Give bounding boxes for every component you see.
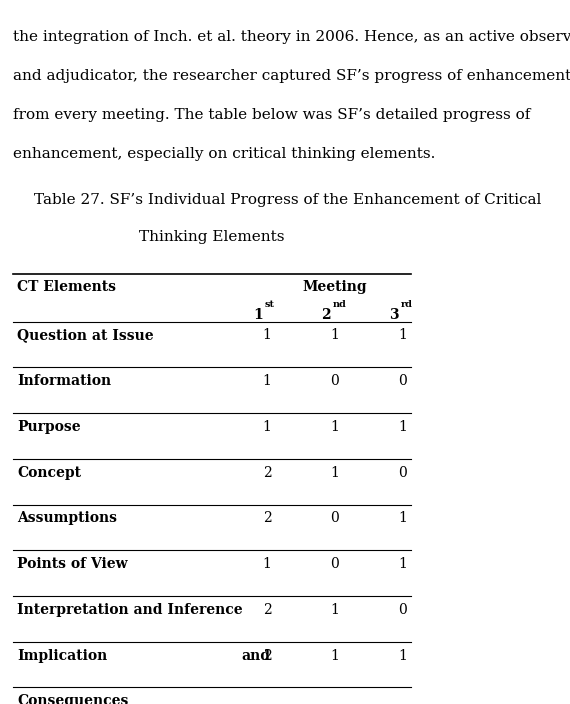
Text: 0: 0 <box>398 465 407 479</box>
Text: 0: 0 <box>398 375 407 388</box>
Text: 2: 2 <box>263 465 271 479</box>
Text: st: st <box>265 300 275 309</box>
Text: 0: 0 <box>331 511 339 525</box>
Text: 1: 1 <box>398 557 407 571</box>
Text: 3: 3 <box>389 308 398 322</box>
Text: 1: 1 <box>263 375 271 388</box>
Text: 2: 2 <box>321 308 331 322</box>
Text: 1: 1 <box>263 420 271 434</box>
Text: Concept: Concept <box>17 465 81 479</box>
Text: Points of View: Points of View <box>17 557 128 571</box>
Text: nd: nd <box>333 300 347 309</box>
Text: 1: 1 <box>398 420 407 434</box>
Text: Implication: Implication <box>17 648 107 662</box>
Text: from every meeting. The table below was SF’s detailed progress of: from every meeting. The table below was … <box>13 108 530 122</box>
Text: 1: 1 <box>331 603 339 617</box>
Text: Information: Information <box>17 375 111 388</box>
Text: rd: rd <box>401 300 413 309</box>
Text: 1: 1 <box>263 557 271 571</box>
Text: 1: 1 <box>263 329 271 343</box>
Text: Interpretation and Inference: Interpretation and Inference <box>17 603 243 617</box>
Text: and adjudicator, the researcher captured SF’s progress of enhancement: and adjudicator, the researcher captured… <box>13 69 570 83</box>
Text: 1: 1 <box>398 648 407 662</box>
Text: 1: 1 <box>253 308 263 322</box>
Text: 1: 1 <box>331 420 339 434</box>
Text: 1: 1 <box>331 648 339 662</box>
Text: 1: 1 <box>398 511 407 525</box>
Text: 0: 0 <box>331 557 339 571</box>
Text: Purpose: Purpose <box>17 420 80 434</box>
Text: 1: 1 <box>331 465 339 479</box>
Text: the integration of Inch. et al. theory in 2006. Hence, as an active observer: the integration of Inch. et al. theory i… <box>13 30 570 44</box>
Text: Assumptions: Assumptions <box>17 511 117 525</box>
Text: Thinking Elements: Thinking Elements <box>139 230 284 244</box>
Text: 0: 0 <box>398 603 407 617</box>
Text: CT Elements: CT Elements <box>17 280 116 294</box>
Text: enhancement, especially on critical thinking elements.: enhancement, especially on critical thin… <box>13 147 435 161</box>
Text: Question at Issue: Question at Issue <box>17 329 153 343</box>
Text: 2: 2 <box>263 603 271 617</box>
Text: 2: 2 <box>263 511 271 525</box>
Text: 1: 1 <box>331 329 339 343</box>
Text: Table 27. SF’s Individual Progress of the Enhancement of Critical: Table 27. SF’s Individual Progress of th… <box>34 193 542 207</box>
Text: 1: 1 <box>398 329 407 343</box>
Text: 0: 0 <box>331 375 339 388</box>
Text: Meeting: Meeting <box>303 280 367 294</box>
Text: 2: 2 <box>263 648 271 662</box>
Text: Consequences: Consequences <box>17 694 128 704</box>
Text: and: and <box>242 648 271 662</box>
